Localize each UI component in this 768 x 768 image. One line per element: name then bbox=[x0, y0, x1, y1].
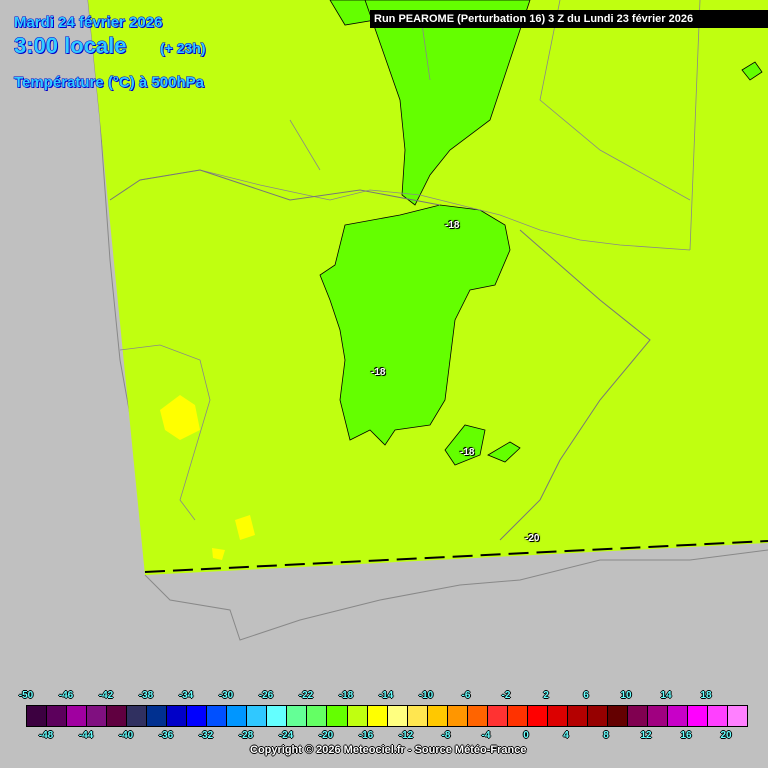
color-swatch bbox=[287, 706, 308, 726]
scale-label: -34 bbox=[178, 690, 194, 701]
cold-area-east bbox=[444, 424, 486, 466]
color-swatch bbox=[67, 706, 88, 726]
warm-patch-south bbox=[212, 515, 255, 560]
color-swatch bbox=[47, 706, 68, 726]
country-borders bbox=[119, 0, 701, 521]
scale-label: -50 bbox=[18, 690, 34, 701]
scale-label: -12 bbox=[398, 730, 414, 741]
color-swatch bbox=[407, 706, 428, 726]
scale-label: 18 bbox=[700, 690, 712, 701]
color-swatch bbox=[668, 706, 689, 726]
scale-label: -40 bbox=[118, 730, 134, 741]
scale-label: -46 bbox=[58, 690, 74, 701]
contour-label: -18 bbox=[445, 220, 460, 231]
scale-label: -38 bbox=[138, 690, 154, 701]
scale-label: -42 bbox=[98, 690, 114, 701]
forecast-date: Mardi 24 février 2026 bbox=[13, 14, 163, 32]
scale-label: -10 bbox=[418, 690, 434, 701]
color-swatch bbox=[527, 706, 548, 726]
contour-label: -20 bbox=[525, 533, 540, 544]
scale-label: -24 bbox=[278, 730, 294, 741]
color-swatch bbox=[587, 706, 608, 726]
scale-label: 6 bbox=[583, 690, 589, 701]
scale-label: -8 bbox=[441, 730, 451, 741]
scale-label: -36 bbox=[158, 730, 174, 741]
scale-label: -22 bbox=[298, 690, 314, 701]
scale-label: -4 bbox=[481, 730, 491, 741]
copyright: Copyright © 2026 Meteociel.fr - Source M… bbox=[250, 744, 527, 756]
color-swatch bbox=[307, 706, 328, 726]
scale-label: 0 bbox=[523, 730, 529, 741]
scale-label: -2 bbox=[501, 690, 511, 701]
color-swatch bbox=[447, 706, 468, 726]
color-swatch bbox=[387, 706, 408, 726]
scale-label: -28 bbox=[238, 730, 254, 741]
scale-label: 10 bbox=[620, 690, 632, 701]
color-swatch bbox=[107, 706, 128, 726]
color-swatch bbox=[547, 706, 568, 726]
color-swatch bbox=[647, 706, 668, 726]
scale-label: -16 bbox=[358, 730, 374, 741]
scale-label: 14 bbox=[660, 690, 672, 701]
scale-label: 16 bbox=[680, 730, 692, 741]
color-swatch bbox=[347, 706, 368, 726]
scale-label: 4 bbox=[563, 730, 569, 741]
color-swatch bbox=[27, 706, 48, 726]
color-swatch bbox=[728, 706, 748, 726]
color-swatch bbox=[607, 706, 628, 726]
forecast-lead: (+ 23h) bbox=[160, 40, 207, 57]
color-swatch bbox=[127, 706, 148, 726]
scale-label: -44 bbox=[78, 730, 94, 741]
color-scale bbox=[26, 705, 748, 727]
scale-label: -48 bbox=[38, 730, 54, 741]
color-swatch bbox=[227, 706, 248, 726]
forecast-time: 3:00 locale bbox=[14, 33, 128, 59]
color-swatch bbox=[187, 706, 208, 726]
coastline-africa bbox=[144, 549, 768, 641]
color-swatch bbox=[367, 706, 388, 726]
contour-minus-20 bbox=[144, 540, 768, 573]
cold-area-east2 bbox=[487, 441, 521, 463]
scale-label: -26 bbox=[258, 690, 274, 701]
color-swatch bbox=[567, 706, 588, 726]
parameter-title: Température (°C) à 500hPa bbox=[14, 74, 205, 92]
contour-label: -18 bbox=[460, 447, 475, 458]
scale-label: -18 bbox=[338, 690, 354, 701]
color-swatch bbox=[467, 706, 488, 726]
scale-label: -6 bbox=[461, 690, 471, 701]
color-swatch bbox=[167, 706, 188, 726]
color-swatch bbox=[427, 706, 448, 726]
color-swatch bbox=[207, 706, 228, 726]
scale-label: -14 bbox=[378, 690, 394, 701]
scale-label: 2 bbox=[543, 690, 549, 701]
color-swatch bbox=[87, 706, 108, 726]
scale-label: -30 bbox=[218, 690, 234, 701]
color-swatch bbox=[688, 706, 709, 726]
run-banner: Run PEAROME (Perturbation 16) 3 Z du Lun… bbox=[370, 10, 768, 28]
color-swatch bbox=[507, 706, 528, 726]
color-swatch bbox=[247, 706, 268, 726]
coastline-spain bbox=[109, 169, 651, 541]
color-swatch bbox=[487, 706, 508, 726]
scale-label: 8 bbox=[603, 730, 609, 741]
color-swatch bbox=[147, 706, 168, 726]
contour-label: -18 bbox=[371, 367, 386, 378]
cold-area-biscay bbox=[364, 0, 531, 206]
color-swatch bbox=[627, 706, 648, 726]
warm-patch-portugal bbox=[160, 395, 200, 440]
scale-label: 20 bbox=[720, 730, 732, 741]
scale-label: 12 bbox=[640, 730, 652, 741]
color-swatch bbox=[267, 706, 288, 726]
cold-area-ne bbox=[741, 61, 763, 81]
scale-label: -20 bbox=[318, 730, 334, 741]
cold-area-central-spain bbox=[319, 204, 511, 446]
scale-label: -32 bbox=[198, 730, 214, 741]
color-swatch bbox=[327, 706, 348, 726]
color-swatch bbox=[708, 706, 729, 726]
